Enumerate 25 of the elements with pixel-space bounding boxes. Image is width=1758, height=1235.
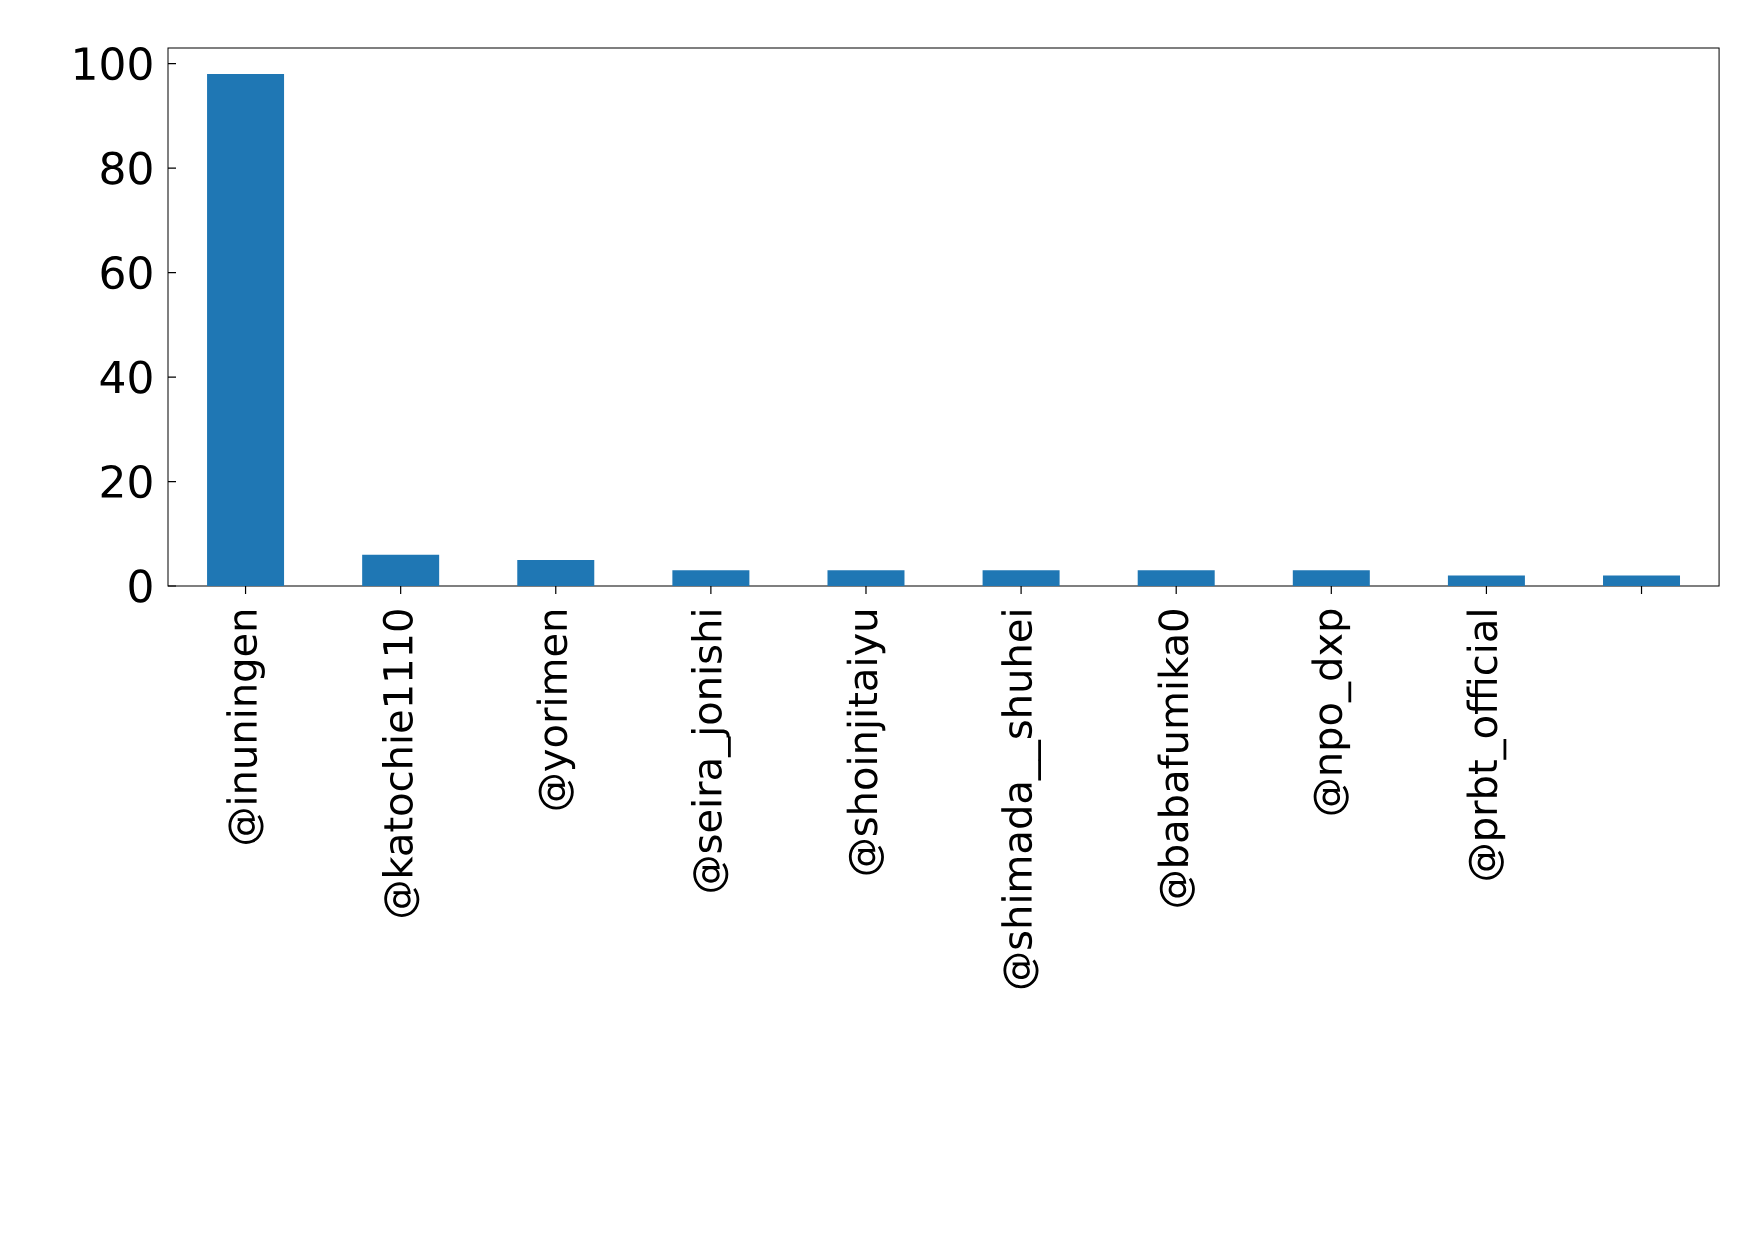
y-tick-label: 80 — [101, 151, 152, 185]
x-tick-label: @prbt_official — [1466, 611, 1507, 880]
bar — [1447, 575, 1525, 586]
y-tick-label: 20 — [101, 464, 152, 499]
x-tick-label: @yorimen — [536, 610, 576, 810]
bar — [362, 554, 440, 586]
x-tick-label: @shoinjitaiyu — [846, 611, 886, 875]
y-tick-label: 0 — [129, 569, 152, 603]
bar — [1137, 570, 1215, 586]
bar — [827, 570, 905, 586]
x-tick-label: @seira_jonishi — [690, 611, 731, 892]
x-tick-label: @katochie1110 — [382, 610, 420, 917]
bar — [1292, 570, 1370, 586]
y-tick-label: 40 — [100, 360, 152, 394]
bar — [672, 570, 750, 586]
x-tick-label: @inuningen — [226, 610, 265, 844]
bar — [207, 74, 285, 586]
y-tick-label: 100 — [75, 47, 152, 81]
y-tick-label: 60 — [101, 255, 152, 290]
bar — [982, 570, 1060, 586]
x-tick-label: @babafumika0 — [1157, 610, 1195, 907]
x-tick-label: @shimada__shuhei — [1001, 611, 1041, 989]
x-tick-label: @npo_dxp — [1311, 609, 1352, 815]
bar — [1603, 575, 1681, 586]
bar — [517, 559, 595, 586]
